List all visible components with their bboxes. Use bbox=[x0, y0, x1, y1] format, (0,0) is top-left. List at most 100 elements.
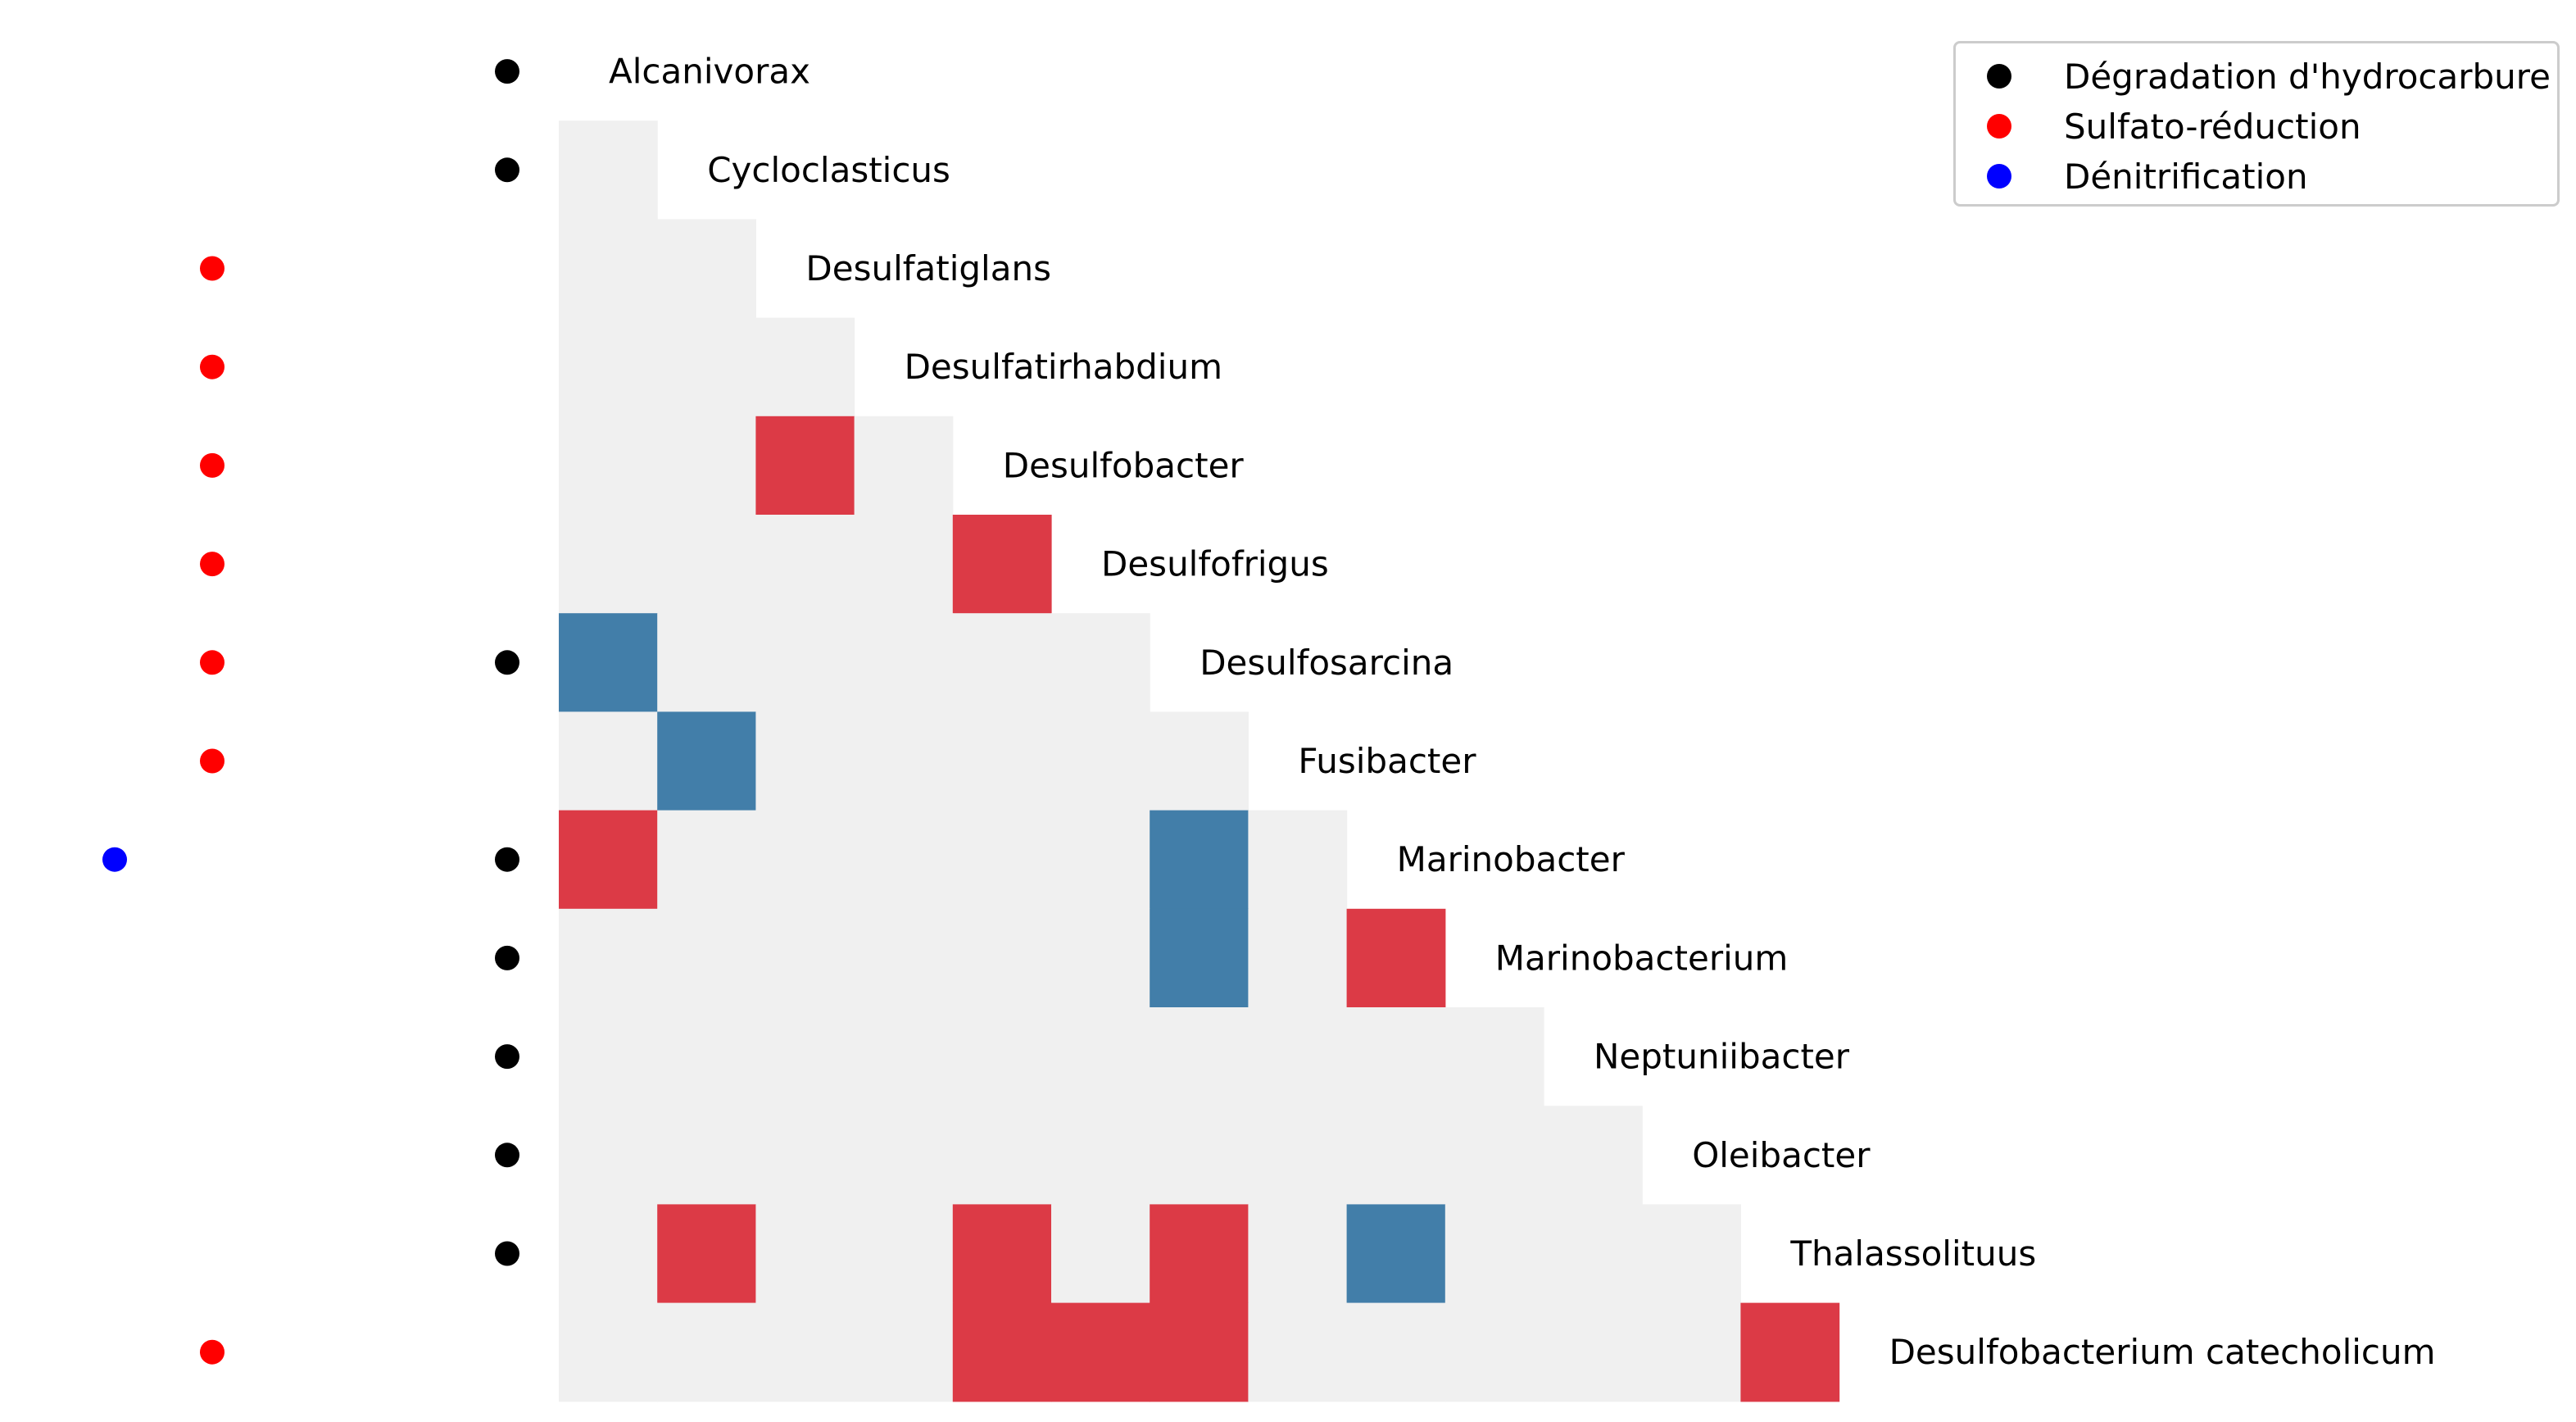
heatmap-cell-r13-c10 bbox=[1544, 1302, 1643, 1402]
function-marker-d-gradation-d-hydrocarbure-row-1 bbox=[495, 157, 519, 183]
function-marker-d-nitrification-row-8 bbox=[102, 847, 127, 872]
function-marker-sulfato-r-duction-row-7 bbox=[200, 748, 224, 774]
heatmap-cell-r7-c3 bbox=[854, 711, 954, 811]
heatmap-cell-r9-c0 bbox=[559, 908, 658, 1008]
heatmap-cell-r8-c4 bbox=[952, 810, 1052, 910]
function-marker-d-gradation-d-hydrocarbure-row-11 bbox=[495, 1143, 519, 1168]
heatmap-cell-r4-c3 bbox=[854, 416, 954, 516]
heatmap-cell-r12-c5 bbox=[1051, 1204, 1150, 1304]
heatmap-cell-r8-c7 bbox=[1248, 810, 1348, 910]
heatmap-cell-r7-c6 bbox=[1150, 711, 1249, 811]
heatmap-cell-r12-c8 bbox=[1346, 1204, 1446, 1304]
heatmap-cell-r6-c0 bbox=[559, 613, 658, 712]
row-label-desulfosarcina: Desulfosarcina bbox=[1200, 643, 1454, 683]
function-marker-sulfato-r-duction-row-5 bbox=[200, 552, 224, 577]
heatmap-cell-r13-c0 bbox=[559, 1302, 658, 1402]
heatmap-cell-r11-c0 bbox=[559, 1106, 658, 1205]
heatmap-cell-r13-c1 bbox=[657, 1302, 756, 1402]
heatmap-cell-r8-c5 bbox=[1051, 810, 1150, 910]
row-label-desulfobacterium-catecholicum: Desulfobacterium catecholicum bbox=[1889, 1332, 2436, 1372]
row-label-desulfatirhabdium: Desulfatirhabdium bbox=[905, 347, 1222, 387]
legend-marker-sulfate bbox=[1987, 114, 2011, 139]
heatmap-cell-r1-c0 bbox=[559, 120, 658, 220]
heatmap-cell-r8-c3 bbox=[854, 810, 954, 910]
heatmap-cell-r10-c3 bbox=[854, 1007, 954, 1106]
heatmap-cell-r2-c0 bbox=[559, 219, 658, 319]
heatmap-cell-r10-c2 bbox=[755, 1007, 855, 1106]
heatmap-cell-r5-c4 bbox=[952, 515, 1052, 614]
heatmap-cell-r7-c1 bbox=[657, 711, 756, 811]
heatmap-cell-r4-c2 bbox=[755, 416, 855, 516]
row-label-marinobacterium: Marinobacterium bbox=[1495, 938, 1789, 978]
function-marker-d-gradation-d-hydrocarbure-row-10 bbox=[495, 1044, 519, 1070]
heatmap-cell-r11-c8 bbox=[1346, 1106, 1446, 1205]
heatmap-cell-r7-c2 bbox=[755, 711, 855, 811]
heatmap-cell-r10-c6 bbox=[1150, 1007, 1249, 1106]
heatmap-cell-r11-c1 bbox=[657, 1106, 756, 1205]
function-marker-sulfato-r-duction-row-6 bbox=[200, 650, 224, 675]
heatmap-cell-r6-c4 bbox=[952, 613, 1052, 712]
heatmap-cell-r4-c0 bbox=[559, 416, 658, 516]
heatmap-cell-r3-c1 bbox=[657, 317, 756, 417]
heatmap-cell-r8-c6 bbox=[1150, 810, 1249, 910]
heatmap-cell-r6-c5 bbox=[1051, 613, 1150, 712]
heatmap-cell-r13-c2 bbox=[755, 1302, 855, 1402]
heatmap-cell-r8-c2 bbox=[755, 810, 855, 910]
heatmap-cell-r3-c0 bbox=[559, 317, 658, 417]
row-label-neptuniibacter: Neptuniibacter bbox=[1594, 1037, 1850, 1077]
heatmap-cell-r5-c2 bbox=[755, 515, 855, 614]
heatmap-cell-r4-c1 bbox=[657, 416, 756, 516]
heatmap-cell-r10-c5 bbox=[1051, 1007, 1150, 1106]
heatmap-cell-r9-c6 bbox=[1150, 908, 1249, 1008]
heatmap-cell-r12-c2 bbox=[755, 1204, 855, 1304]
heatmap-cell-r11-c2 bbox=[755, 1106, 855, 1205]
heatmap-cell-r7-c4 bbox=[952, 711, 1052, 811]
heatmap-cell-r9-c3 bbox=[854, 908, 954, 1008]
function-marker-d-gradation-d-hydrocarbure-row-0 bbox=[495, 59, 519, 84]
heatmap-cell-r2-c1 bbox=[657, 219, 756, 319]
heatmap-cell-r13-c11 bbox=[1642, 1302, 1741, 1402]
function-marker-sulfato-r-duction-row-4 bbox=[200, 452, 224, 478]
heatmap-cell-r8-c0 bbox=[559, 810, 658, 910]
heatmap-cell-r9-c7 bbox=[1248, 908, 1348, 1008]
heatmap-cell-r11-c6 bbox=[1150, 1106, 1249, 1205]
row-label-desulfobacter: Desulfobacter bbox=[1003, 445, 1245, 485]
heatmap-cell-r7-c0 bbox=[559, 711, 658, 811]
function-marker-sulfato-r-duction-row-3 bbox=[200, 354, 224, 379]
heatmap-cell-r13-c8 bbox=[1346, 1302, 1446, 1402]
heatmap-cell-r9-c1 bbox=[657, 908, 756, 1008]
heatmap-cell-r11-c5 bbox=[1051, 1106, 1150, 1205]
heatmap-cell-r9-c4 bbox=[952, 908, 1052, 1008]
heatmap-cell-r10-c0 bbox=[559, 1007, 658, 1106]
row-label-oleibacter: Oleibacter bbox=[1692, 1135, 1871, 1175]
function-marker-sulfato-r-duction-row-13 bbox=[200, 1339, 224, 1365]
heatmap-cell-r13-c12 bbox=[1740, 1302, 1840, 1402]
heatmap-cell-r11-c10 bbox=[1544, 1106, 1643, 1205]
legend: Dégradation d'hydrocarbure Sulfato-réduc… bbox=[1953, 41, 2560, 207]
row-label-fusibacter: Fusibacter bbox=[1298, 741, 1476, 781]
heatmap-cell-r6-c3 bbox=[854, 613, 954, 712]
heatmap-cell-r6-c1 bbox=[657, 613, 756, 712]
heatmap-cell-r5-c1 bbox=[657, 515, 756, 614]
heatmap-cell-r12-c11 bbox=[1642, 1204, 1741, 1304]
row-label-alcanivorax: Alcanivorax bbox=[609, 52, 810, 92]
heatmap-cell-r12-c3 bbox=[854, 1204, 954, 1304]
heatmap-cell-r13-c3 bbox=[854, 1302, 954, 1402]
heatmap-cell-r12-c7 bbox=[1248, 1204, 1348, 1304]
heatmap-cell-r10-c8 bbox=[1346, 1007, 1446, 1106]
heatmap-cell-r13-c4 bbox=[952, 1302, 1052, 1402]
heatmap-cell-r13-c9 bbox=[1444, 1302, 1544, 1402]
heatmap-cell-r13-c6 bbox=[1150, 1302, 1249, 1402]
heatmap-cell-r8-c1 bbox=[657, 810, 756, 910]
function-marker-d-gradation-d-hydrocarbure-row-6 bbox=[495, 650, 519, 675]
row-label-desulfofrigus: Desulfofrigus bbox=[1101, 544, 1329, 584]
legend-label-denitrification: Dénitrification bbox=[2064, 156, 2308, 197]
heatmap-cell-r5-c3 bbox=[854, 515, 954, 614]
heatmap-cell-r3-c2 bbox=[755, 317, 855, 417]
heatmap-cell-r10-c4 bbox=[952, 1007, 1052, 1106]
heatmap-cell-r11-c7 bbox=[1248, 1106, 1348, 1205]
heatmap-cell-r12-c10 bbox=[1544, 1204, 1643, 1304]
heatmap-cell-r12-c9 bbox=[1444, 1204, 1544, 1304]
heatmap-cell-r12-c4 bbox=[952, 1204, 1052, 1304]
